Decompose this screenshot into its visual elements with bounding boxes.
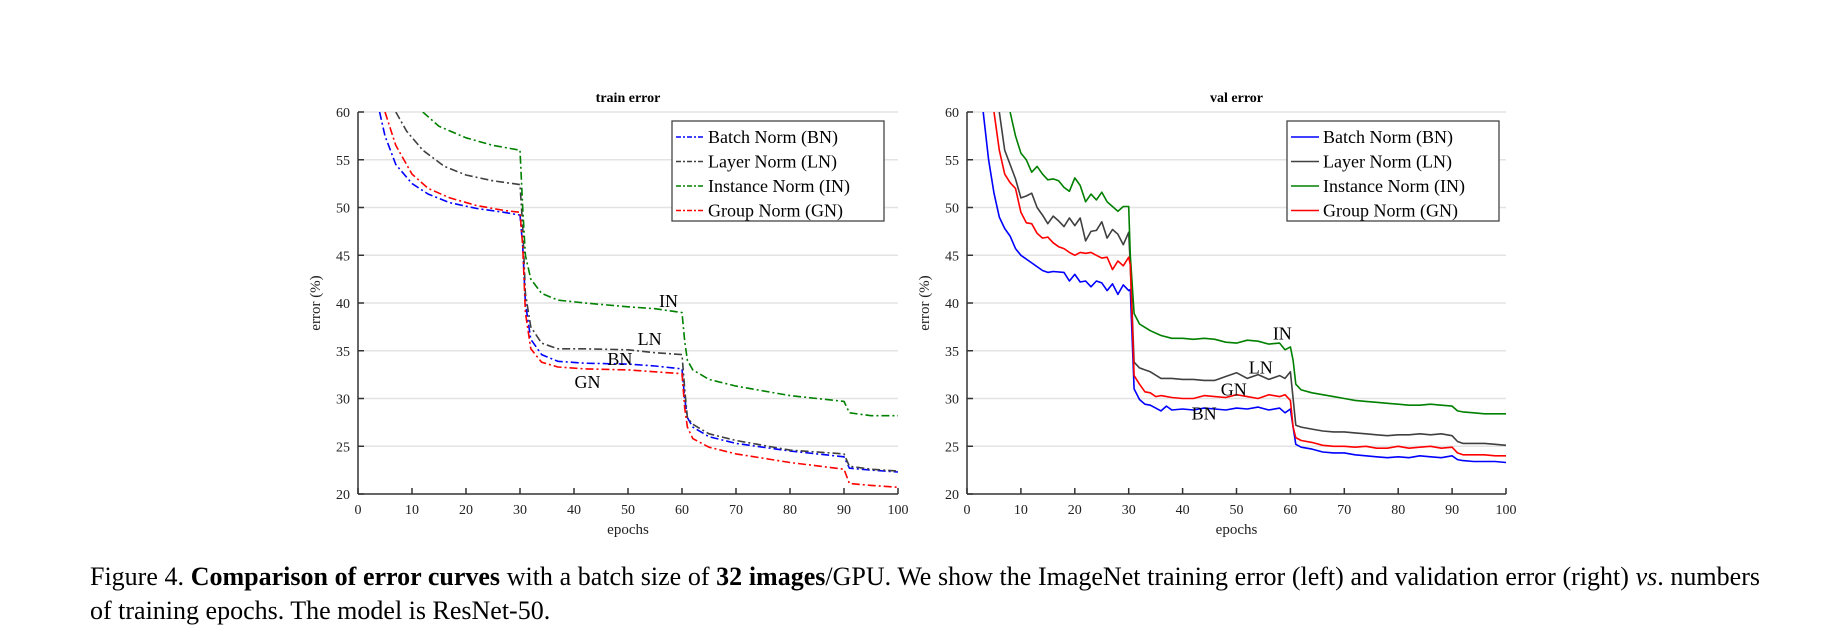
x-tick-label: 20 xyxy=(459,503,473,518)
legend-label-bn: Batch Norm (BN) xyxy=(1323,127,1453,148)
x-tick-label: 80 xyxy=(783,503,797,518)
y-tick-label: 20 xyxy=(336,488,350,503)
y-tick-label: 45 xyxy=(945,249,959,264)
x-tick-label: 0 xyxy=(964,503,971,518)
x-tick-label: 50 xyxy=(621,503,635,518)
annotation-bn: BN xyxy=(607,349,632,369)
y-tick-label: 55 xyxy=(336,154,350,169)
annotation-gn: GN xyxy=(575,372,601,392)
y-tick-label: 30 xyxy=(945,393,959,408)
series-group xyxy=(378,112,898,489)
val-error-chart: 20 25 30 35 40 45 50 55 60 0 10 20 30 40 50 60 70 80 90 100… xyxy=(917,91,1517,538)
x-tick-label: 60 xyxy=(675,503,689,518)
series-line-in xyxy=(422,112,898,417)
y-tick-label: 55 xyxy=(945,154,959,169)
legend-label-bn: Batch Norm (BN) xyxy=(708,127,838,148)
caption-text-3: . numbers of training epochs. The model … xyxy=(90,562,1760,625)
legend-label-gn: Group Norm (GN) xyxy=(708,201,843,222)
series-line-ln xyxy=(998,112,1506,447)
x-tick-label: 100 xyxy=(1496,503,1517,518)
annotation-ln: LN xyxy=(1249,358,1273,378)
y-axis-label: error (%) xyxy=(917,275,933,330)
x-tick-label: 40 xyxy=(567,503,581,518)
y-tick-label: 20 xyxy=(945,488,959,503)
legend-label-in: Instance Norm (IN) xyxy=(1323,176,1465,197)
legend-label-gn: Group Norm (GN) xyxy=(1323,201,1458,222)
x-tick-label: 70 xyxy=(1337,503,1351,518)
y-tick-label: 50 xyxy=(336,202,350,217)
caption-italic-vs: vs xyxy=(1635,562,1658,591)
x-tick-label: 100 xyxy=(888,503,909,518)
train-error-chart: 20 25 30 35 40 45 50 55 60 0 10 20 30 40 50 60 70 80 90 100… xyxy=(308,91,909,538)
annotation-gn: GN xyxy=(1221,380,1247,400)
legend-box xyxy=(671,120,885,222)
legend-label-ln: Layer Norm (LN) xyxy=(708,152,837,173)
y-tick-label: 40 xyxy=(336,297,350,312)
series-line-in xyxy=(1009,112,1506,415)
series-line-gn xyxy=(384,112,898,489)
y-tick-label: 35 xyxy=(336,345,350,360)
x-tick-label: 30 xyxy=(1122,503,1136,518)
x-tick-label: 80 xyxy=(1391,503,1405,518)
annotation-in: IN xyxy=(1273,323,1292,343)
legend-box xyxy=(1286,120,1500,222)
y-tick-label: 60 xyxy=(945,106,959,121)
x-tick-label: 70 xyxy=(729,503,743,518)
annotation-ln: LN xyxy=(638,329,662,349)
x-tick-label: 50 xyxy=(1230,503,1244,518)
x-axis-label: epochs xyxy=(1216,522,1258,538)
figure-caption: Figure 4. Comparison of error curves wit… xyxy=(90,560,1760,628)
x-tick-label: 90 xyxy=(837,503,851,518)
legend: Batch Norm (BN) Layer Norm (LN) Instance N… xyxy=(671,120,885,222)
series-line-bn xyxy=(982,112,1506,464)
x-tick-label: 10 xyxy=(1014,503,1028,518)
caption-label: Figure 4. xyxy=(90,562,185,591)
y-tick-label: 25 xyxy=(336,440,350,455)
y-tick-label: 45 xyxy=(336,249,350,264)
x-tick-label: 40 xyxy=(1176,503,1190,518)
y-tick-label: 35 xyxy=(945,345,959,360)
x-tick-label: 10 xyxy=(405,503,419,518)
y-tick-label: 50 xyxy=(945,202,959,217)
x-axis-label: epochs xyxy=(607,522,649,538)
series-line-ln xyxy=(395,112,898,472)
series-group xyxy=(982,112,1506,464)
x-tick-label: 0 xyxy=(355,503,362,518)
legend-label-ln: Layer Norm (LN) xyxy=(1323,152,1452,173)
caption-text-2: /GPU. We show the ImageNet training erro… xyxy=(825,562,1636,591)
x-tick-label: 30 xyxy=(513,503,527,518)
chart-title: train error xyxy=(596,91,661,106)
y-tick-label: 25 xyxy=(945,440,959,455)
legend-label-in: Instance Norm (IN) xyxy=(708,176,850,197)
caption-bold-title: Comparison of error curves xyxy=(190,562,501,591)
legend: Batch Norm (BN) Layer Norm (LN) Instance N… xyxy=(1286,120,1500,222)
chart-title: val error xyxy=(1210,91,1263,106)
y-tick-label: 30 xyxy=(336,393,350,408)
y-axis-label: error (%) xyxy=(308,275,324,330)
y-tick-label: 40 xyxy=(945,297,959,312)
x-tick-label: 20 xyxy=(1068,503,1082,518)
x-tick-label: 90 xyxy=(1445,503,1459,518)
caption-text-1: with a batch size of xyxy=(500,562,717,591)
annotation-in: IN xyxy=(659,291,678,311)
annotation-bn: BN xyxy=(1192,404,1217,424)
series-line-gn xyxy=(993,112,1506,457)
y-tick-label: 60 xyxy=(336,106,350,121)
x-tick-label: 60 xyxy=(1283,503,1297,518)
caption-bold-batch: 32 images xyxy=(716,562,826,591)
series-line-bn xyxy=(378,112,898,473)
